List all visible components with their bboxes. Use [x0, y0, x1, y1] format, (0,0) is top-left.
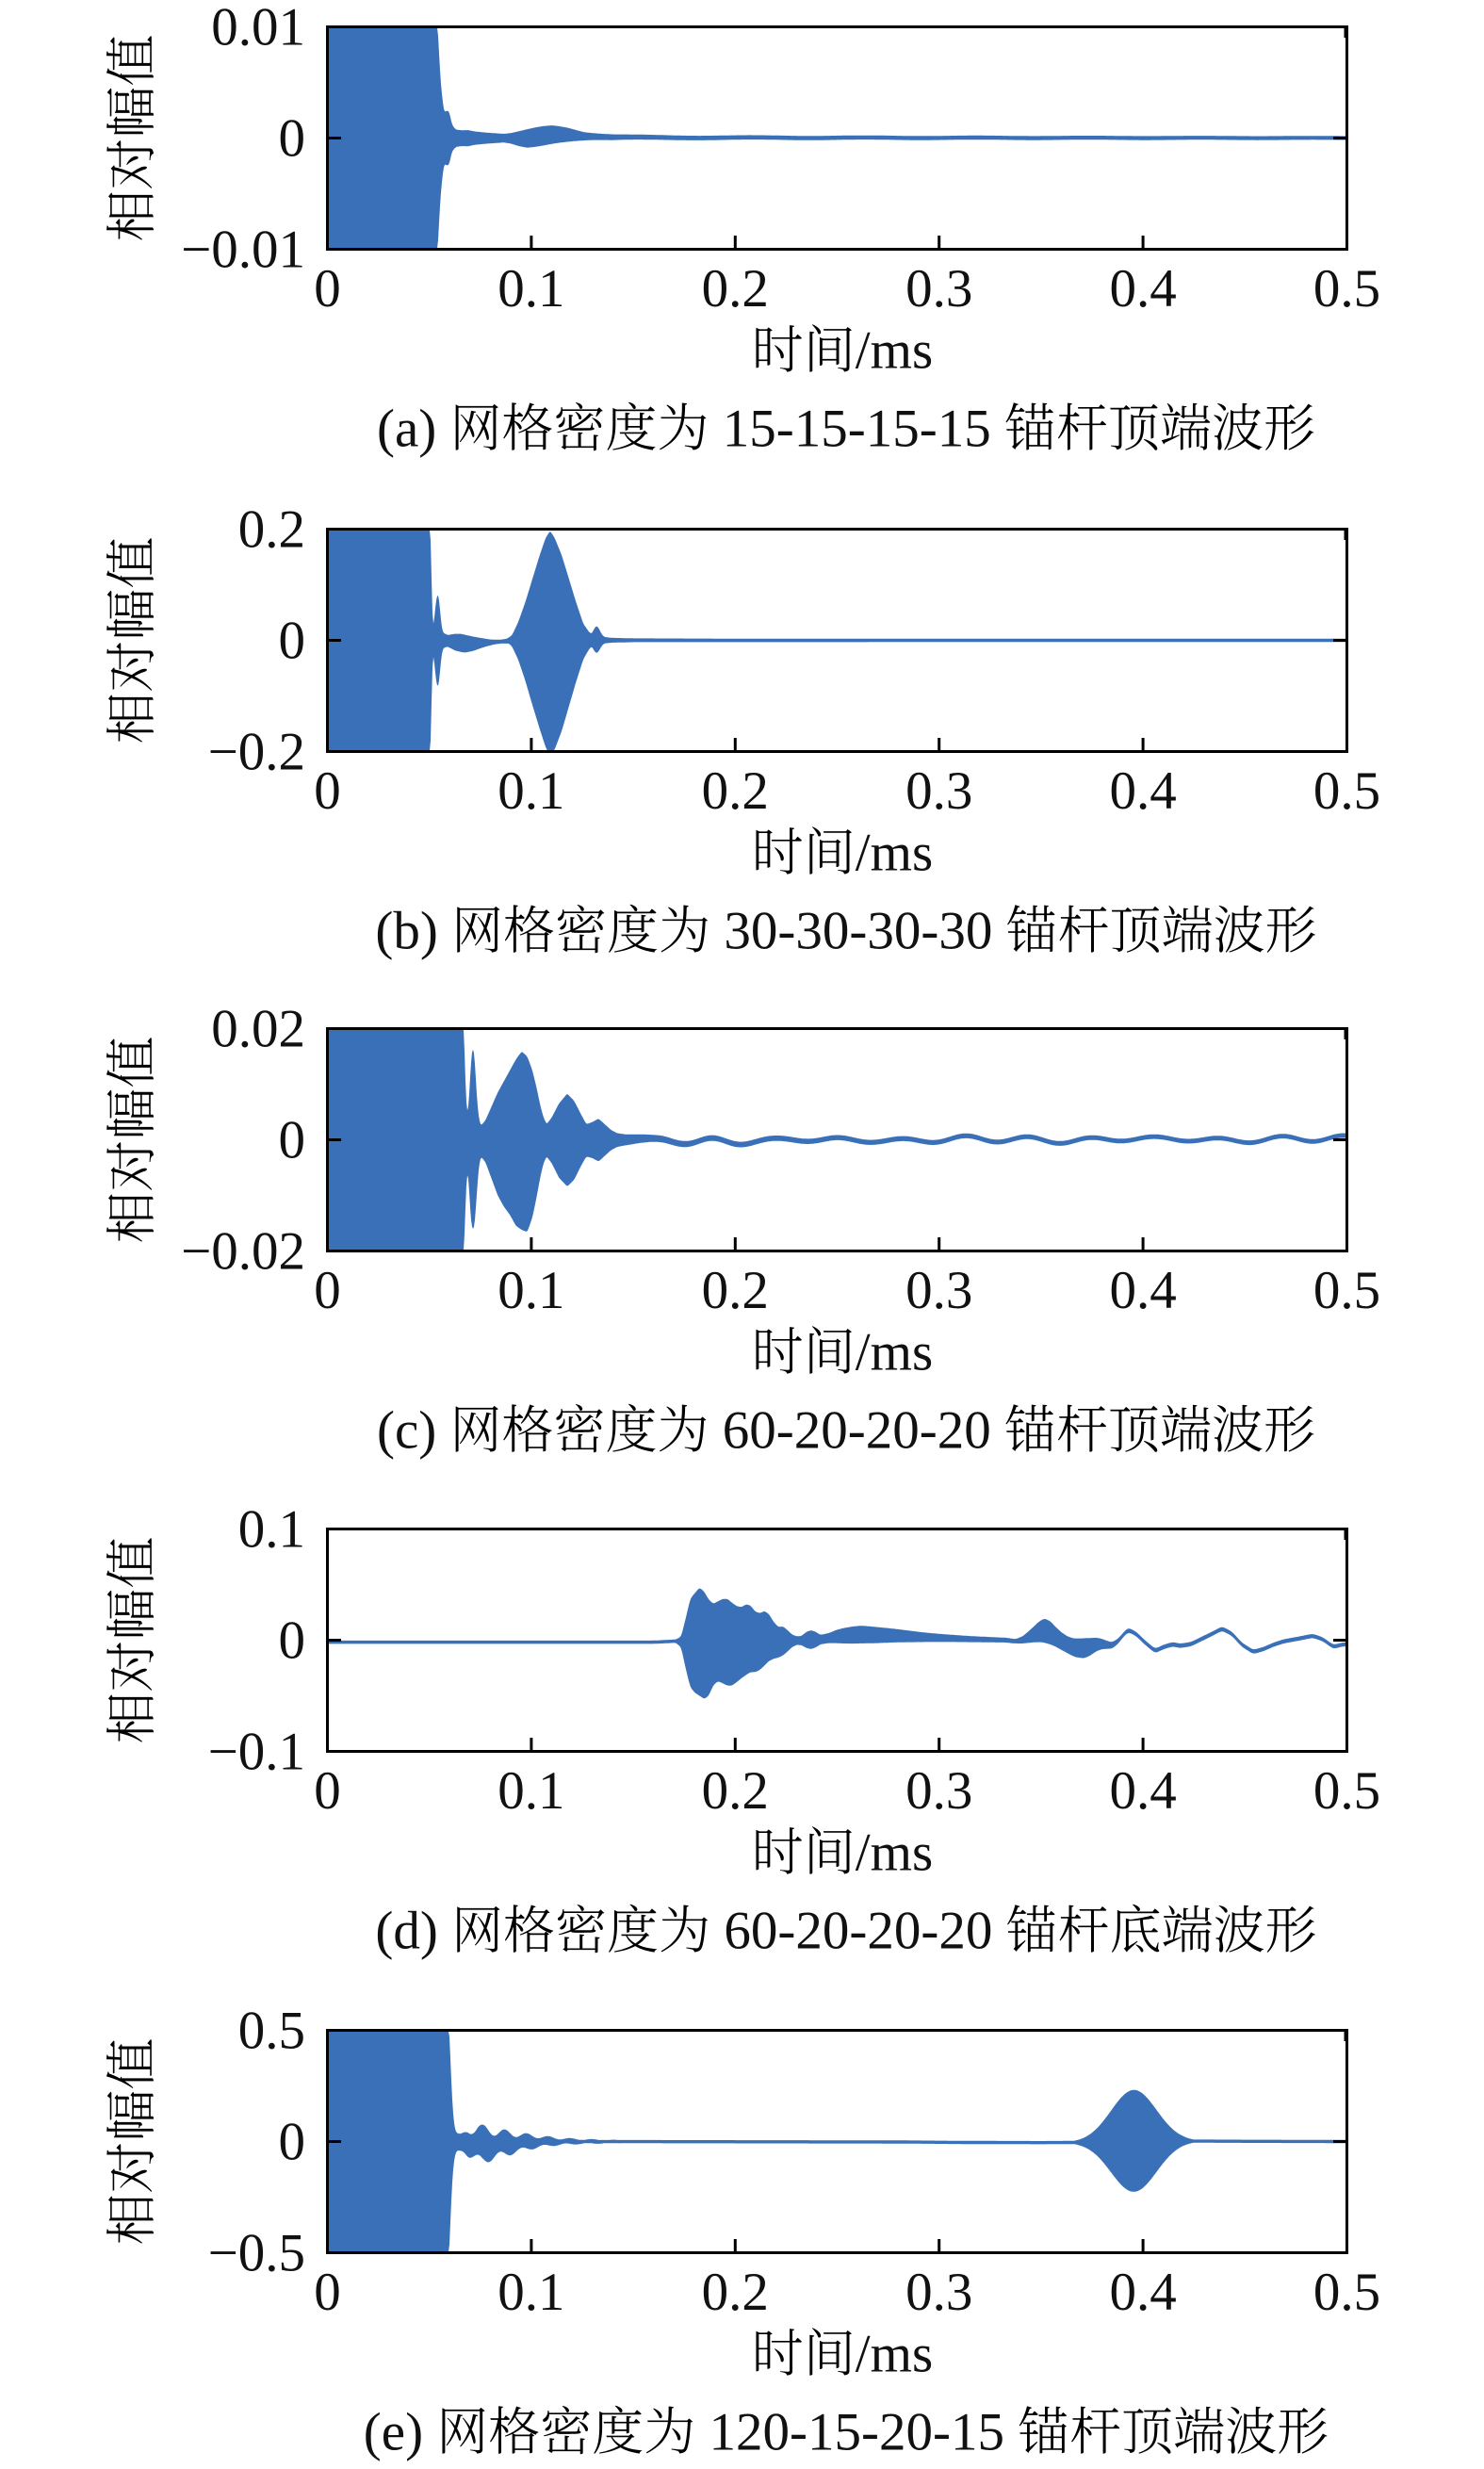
svg-text:15-15-15-15: 15-15-15-15 [723, 400, 991, 459]
svg-text:0.5: 0.5 [238, 2002, 305, 2061]
svg-text:60-20-20-20: 60-20-20-20 [724, 1902, 992, 1961]
svg-text:0.1: 0.1 [497, 259, 564, 319]
svg-text:0.4: 0.4 [1109, 2263, 1176, 2322]
svg-text:(e): (e) [364, 2403, 423, 2462]
svg-text:0.3: 0.3 [905, 761, 972, 821]
svg-text:(c): (c) [377, 1401, 436, 1461]
svg-text:0: 0 [279, 1611, 306, 1671]
svg-text:0.5: 0.5 [1313, 1761, 1380, 1821]
svg-text:0.1: 0.1 [238, 1500, 305, 1560]
svg-text:0.1: 0.1 [497, 761, 564, 821]
svg-text:(a): (a) [377, 400, 436, 459]
svg-text:60-20-20-20: 60-20-20-20 [723, 1401, 991, 1461]
svg-text:−0.02: −0.02 [181, 1222, 305, 1282]
svg-text:0.1: 0.1 [497, 2263, 564, 2322]
svg-text:30-30-30-30: 30-30-30-30 [724, 902, 992, 961]
svg-text:0.3: 0.3 [905, 259, 972, 319]
svg-text:0: 0 [279, 612, 306, 671]
svg-text:0: 0 [314, 2263, 341, 2322]
svg-text:0.3: 0.3 [905, 1761, 972, 1821]
svg-text:0.5: 0.5 [1313, 2263, 1380, 2322]
svg-text:/ms: /ms [856, 1323, 933, 1382]
svg-text:0: 0 [314, 1261, 341, 1320]
svg-text:0: 0 [314, 1761, 341, 1821]
svg-text:/ms: /ms [856, 321, 933, 381]
svg-text:0.3: 0.3 [905, 2263, 972, 2322]
svg-text:−0.1: −0.1 [208, 1723, 305, 1782]
svg-text:(b): (b) [375, 902, 437, 961]
svg-text:−0.2: −0.2 [208, 723, 305, 782]
svg-text:0.2: 0.2 [702, 1261, 769, 1320]
svg-text:0.02: 0.02 [211, 1000, 305, 1059]
svg-text:120-15-20-15: 120-15-20-15 [709, 2403, 1004, 2462]
svg-text:0.4: 0.4 [1109, 1761, 1176, 1821]
svg-text:0.2: 0.2 [702, 761, 769, 821]
svg-text:0.5: 0.5 [1313, 761, 1380, 821]
svg-text:(d): (d) [375, 1902, 437, 1961]
svg-text:/ms: /ms [856, 824, 933, 883]
svg-text:0.2: 0.2 [702, 2263, 769, 2322]
svg-text:0: 0 [314, 761, 341, 821]
svg-text:0.4: 0.4 [1109, 1261, 1176, 1320]
svg-text:0.1: 0.1 [497, 1261, 564, 1320]
svg-text:−0.5: −0.5 [208, 2224, 305, 2283]
svg-text:0: 0 [279, 1111, 306, 1170]
svg-text:0.2: 0.2 [238, 500, 305, 560]
svg-text:0.3: 0.3 [905, 1261, 972, 1320]
svg-text:0.5: 0.5 [1313, 259, 1380, 319]
svg-text:0.4: 0.4 [1109, 259, 1176, 319]
svg-text:0.4: 0.4 [1109, 761, 1176, 821]
svg-text:0: 0 [314, 259, 341, 319]
svg-text:/ms: /ms [856, 1823, 933, 1883]
svg-text:0: 0 [279, 2113, 306, 2172]
svg-text:0.2: 0.2 [702, 259, 769, 319]
svg-text:0: 0 [279, 109, 306, 169]
svg-text:−0.01: −0.01 [181, 221, 305, 280]
svg-text:0.01: 0.01 [211, 0, 305, 57]
svg-text:0.1: 0.1 [497, 1761, 564, 1821]
svg-text:/ms: /ms [856, 2325, 933, 2384]
svg-text:0.2: 0.2 [702, 1761, 769, 1821]
svg-text:0.5: 0.5 [1313, 1261, 1380, 1320]
